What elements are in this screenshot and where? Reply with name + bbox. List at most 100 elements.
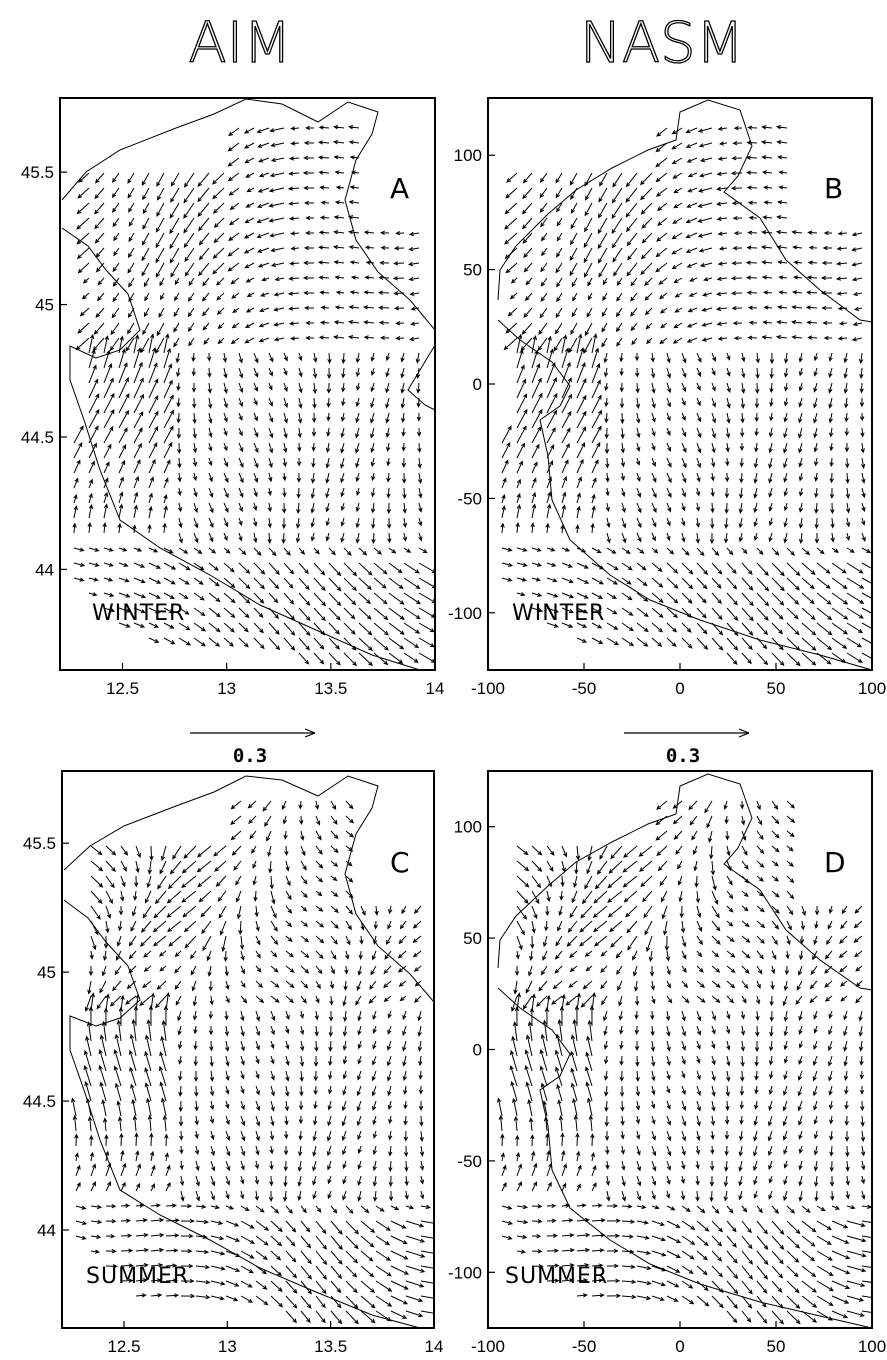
current-vector	[238, 382, 244, 394]
current-vector	[348, 335, 360, 340]
current-vector	[681, 367, 687, 379]
current-vector	[604, 1130, 610, 1142]
current-vector	[357, 1130, 362, 1141]
current-vector	[636, 577, 648, 587]
current-vector	[726, 1295, 738, 1309]
current-vector	[300, 965, 310, 974]
current-vector	[225, 1175, 230, 1186]
current-vector	[270, 1295, 284, 1308]
current-vector	[315, 965, 323, 975]
current-vector	[824, 995, 833, 1002]
current-vector	[255, 1025, 261, 1037]
current-vector	[557, 920, 563, 932]
current-vector	[696, 1070, 701, 1081]
current-vector	[601, 307, 608, 317]
current-vector	[726, 592, 738, 606]
y-tick-label: 50	[463, 929, 482, 948]
current-vector	[569, 905, 578, 919]
current-vector	[183, 232, 195, 249]
current-vector	[270, 1220, 283, 1233]
current-vector	[328, 652, 341, 666]
current-vector	[235, 890, 242, 903]
current-vector	[801, 607, 816, 621]
current-vector	[400, 367, 405, 379]
current-vector	[178, 577, 190, 585]
current-vector	[666, 607, 678, 619]
current-vector	[666, 397, 671, 408]
current-vector	[666, 457, 672, 468]
current-vector	[756, 815, 763, 826]
current-vector	[238, 397, 243, 408]
current-vector	[243, 247, 255, 254]
current-vector	[500, 522, 505, 534]
current-vector	[775, 230, 788, 235]
current-vector	[341, 382, 346, 393]
current-vector	[591, 363, 601, 384]
current-vector	[561, 622, 574, 628]
current-vector	[666, 547, 675, 555]
current-vector	[515, 950, 520, 960]
current-vector	[681, 1055, 686, 1065]
current-vector	[671, 232, 683, 240]
current-vector	[173, 307, 180, 318]
current-vector	[195, 1264, 211, 1270]
current-vector	[103, 607, 116, 613]
current-vector	[184, 247, 195, 263]
current-vector	[696, 1100, 701, 1112]
current-vector	[859, 397, 865, 408]
current-vector	[95, 247, 105, 258]
current-vector	[201, 292, 210, 302]
current-vector	[385, 935, 392, 945]
current-vector	[649, 965, 655, 977]
current-vector	[270, 1055, 275, 1065]
current-vector	[591, 1164, 597, 1177]
current-vector	[148, 333, 155, 354]
current-vector	[298, 622, 311, 637]
current-vector	[636, 1190, 642, 1201]
current-vector	[630, 277, 638, 287]
current-vector	[576, 476, 582, 489]
current-vector	[783, 1055, 789, 1064]
current-vector	[125, 995, 137, 1005]
current-vector	[208, 547, 217, 554]
current-vector	[270, 980, 280, 988]
current-vector	[640, 187, 653, 201]
current-vector	[516, 1163, 522, 1177]
current-vector	[696, 547, 705, 557]
current-vector	[133, 890, 138, 901]
current-vector	[190, 950, 197, 960]
current-vector	[210, 1204, 221, 1210]
current-vector	[375, 1280, 393, 1292]
current-vector	[223, 397, 228, 409]
current-vector	[813, 1100, 818, 1111]
current-vector	[419, 1175, 425, 1185]
current-vector	[531, 920, 536, 934]
current-vector	[386, 457, 391, 467]
current-vector	[844, 427, 850, 437]
current-vector	[392, 276, 405, 281]
current-vector	[512, 1097, 518, 1117]
current-vector	[285, 1025, 290, 1034]
current-vector	[135, 1163, 141, 1177]
current-vector	[133, 875, 139, 888]
current-vector	[681, 1070, 686, 1079]
current-vector	[859, 1086, 865, 1095]
current-vector	[686, 202, 698, 208]
current-vector	[681, 1010, 686, 1022]
current-vector	[651, 607, 664, 618]
current-vector	[120, 860, 127, 872]
current-vector	[224, 965, 229, 977]
current-vector	[334, 275, 345, 280]
current-vector	[88, 592, 98, 597]
current-vector	[223, 547, 231, 554]
current-vector	[546, 562, 557, 567]
current-vector	[284, 1130, 289, 1140]
current-vector	[756, 965, 763, 975]
current-vector	[801, 1250, 816, 1262]
current-vector	[783, 517, 788, 528]
current-vector	[855, 995, 863, 1004]
current-vector	[90, 890, 103, 904]
current-vector	[643, 905, 653, 919]
current-vector	[355, 427, 360, 439]
current-vector	[304, 305, 315, 311]
